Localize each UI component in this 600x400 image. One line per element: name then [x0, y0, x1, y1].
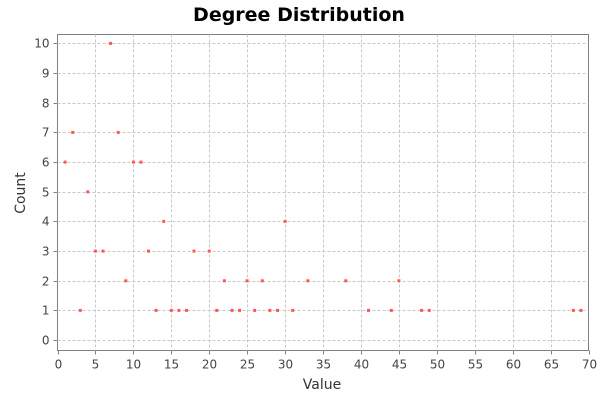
- data-point: [268, 308, 272, 312]
- y-tick-label: 3: [42, 245, 50, 259]
- x-axis-label: Value: [303, 377, 341, 393]
- x-tick-label: 50: [430, 358, 445, 372]
- x-tick-label: 5: [92, 358, 100, 372]
- data-points: [63, 41, 583, 312]
- data-point: [427, 308, 431, 312]
- chart-title: Degree Distribution: [193, 4, 405, 26]
- y-tick-label: 6: [42, 156, 50, 170]
- data-point: [109, 41, 113, 45]
- y-axis-label: Count: [13, 172, 29, 214]
- x-tick-label: 30: [278, 358, 293, 372]
- x-tick-label: 0: [55, 358, 63, 372]
- data-point: [116, 130, 120, 134]
- data-point: [291, 308, 295, 312]
- data-point: [245, 279, 249, 283]
- data-point: [344, 279, 348, 283]
- data-point: [192, 249, 196, 253]
- data-point: [86, 190, 90, 194]
- data-point: [222, 279, 226, 283]
- data-point: [162, 219, 166, 223]
- data-point: [124, 279, 128, 283]
- y-tick-label: 4: [42, 215, 50, 229]
- data-point: [579, 308, 583, 312]
- data-point: [147, 249, 150, 253]
- data-point: [367, 308, 370, 312]
- data-point: [154, 308, 158, 312]
- data-point: [571, 308, 575, 312]
- grid-lines: [57, 34, 589, 351]
- data-point: [131, 160, 135, 164]
- x-tick-label: 25: [240, 358, 255, 372]
- x-tick-label: 35: [316, 358, 331, 372]
- data-point: [71, 130, 75, 134]
- data-point: [276, 308, 279, 312]
- data-point: [78, 308, 82, 312]
- data-point: [207, 249, 211, 253]
- y-tick-label: 5: [42, 186, 50, 200]
- x-tick-label: 60: [506, 358, 521, 372]
- data-point: [260, 279, 264, 283]
- x-tick-labels: 0 5 10 15 20 25 30 35 40 45 50 55 60 65 70: [55, 358, 597, 372]
- data-point: [139, 160, 143, 164]
- data-point: [397, 279, 401, 283]
- y-tick-label: 2: [42, 275, 50, 289]
- data-point: [93, 249, 97, 253]
- x-tick-label: 10: [126, 358, 141, 372]
- data-point: [215, 308, 219, 312]
- data-point: [177, 308, 181, 312]
- x-tick-label: 55: [468, 358, 483, 372]
- data-point: [238, 308, 242, 312]
- x-tick-label: 40: [354, 358, 369, 372]
- data-point: [253, 308, 257, 312]
- data-point: [420, 308, 424, 312]
- x-tick-label: 20: [202, 358, 217, 372]
- y-tick-label: 8: [42, 97, 50, 111]
- data-point: [389, 308, 393, 312]
- data-point: [63, 160, 67, 164]
- y-tick-label: 1: [42, 304, 50, 318]
- x-tick-label: 15: [164, 358, 179, 372]
- y-tick-label: 7: [42, 126, 50, 140]
- y-tick-label: 9: [42, 67, 50, 81]
- y-tick-labels: 0 1 2 3 4 5 6 7 8 9 10: [34, 37, 49, 348]
- data-point: [185, 308, 188, 312]
- y-tick-label: 10: [34, 37, 49, 51]
- axis-ticks: [53, 43, 590, 355]
- y-tick-label: 0: [42, 334, 50, 348]
- data-point: [169, 308, 173, 312]
- data-point: [306, 279, 310, 283]
- x-tick-label: 45: [392, 358, 407, 372]
- x-tick-label: 65: [544, 358, 559, 372]
- data-point: [230, 308, 234, 312]
- x-tick-label: 70: [582, 358, 597, 372]
- data-point: [283, 219, 287, 223]
- data-point: [101, 249, 105, 253]
